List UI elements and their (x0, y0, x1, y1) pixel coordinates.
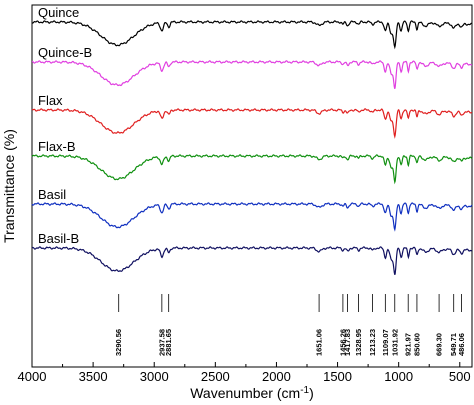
x-tick-label: 2500 (201, 369, 230, 384)
series-line (31, 246, 473, 275)
x-axis-title: Wavenumber (cm-1) (190, 385, 314, 401)
peak-label: 486.06 (457, 333, 466, 356)
series-label: Flax (38, 93, 63, 108)
peak-label: 669.30 (435, 333, 444, 356)
x-tick-label: 3000 (140, 369, 169, 384)
series-line (31, 202, 473, 232)
series-line (31, 20, 473, 50)
peak-label: 1328.95 (354, 329, 363, 356)
series-label: Quince (38, 5, 79, 20)
series-label: Basil-B (38, 231, 79, 246)
series-label: Quince-B (38, 45, 92, 60)
x-tick-label: 500 (449, 369, 471, 384)
x-tick-label: 3500 (79, 369, 108, 384)
peak-label: 1456.26 (338, 329, 347, 356)
series-line (31, 60, 473, 89)
plot-frame (31, 4, 473, 368)
series-label: Basil (38, 187, 66, 202)
peak-label: 1417.83 (343, 329, 352, 356)
y-axis-title: Transmittance (%) (1, 129, 17, 243)
x-tick-label: 1000 (384, 369, 413, 384)
x-axis-ticks: 4000 3500 3000 2500 2000 1500 1000 500 (18, 362, 471, 384)
x-tick-label: 2000 (262, 369, 291, 384)
peak-label: 1651.06 (315, 329, 324, 356)
peak-label: 850.60 (412, 333, 421, 356)
peak-label: 1109.07 (381, 329, 390, 356)
series-label: Flax-B (38, 139, 76, 154)
series-layer: Quince Quince-B Flax Flax-B Basil Basil-B (31, 5, 473, 275)
series-line (31, 108, 473, 139)
peak-label: 3290.56 (114, 329, 123, 356)
series-line (31, 154, 473, 185)
peak-label: 549.71 (449, 333, 458, 356)
peak-label: 1031.92 (390, 329, 399, 356)
peak-label: 2881.65 (164, 329, 173, 356)
peak-label: 2937.58 (157, 329, 166, 356)
x-tick-label: 4000 (18, 369, 47, 384)
peak-label: 921.97 (404, 333, 413, 356)
x-tick-label: 1500 (323, 369, 352, 384)
peak-label: 1213.23 (368, 329, 377, 356)
